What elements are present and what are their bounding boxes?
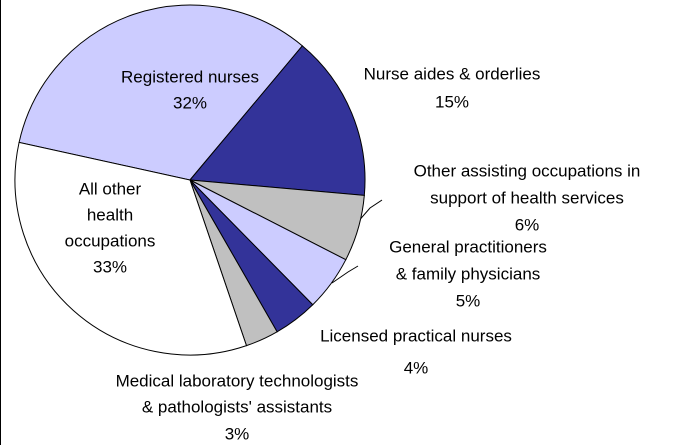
pie-slice [14,141,248,356]
slice-label: All other [79,179,142,198]
value-label: 4% [404,358,429,377]
pie-slice [189,45,366,196]
slice-label: Other assisting occupations in [414,161,641,180]
slice-label: occupations [65,231,156,250]
slice-label: health [87,205,133,224]
leader-line [331,265,359,284]
slice-label: & pathologists' assistants [142,397,332,416]
slice-label: Nurse aides & orderlies [364,64,541,83]
value-label: 5% [456,291,481,310]
slice-label: support of health services [430,188,624,207]
value-label: 32% [173,93,207,112]
slice-label: & family physicians [396,264,541,283]
pie-slice [18,4,304,181]
slice-label: Medical laboratory technologists [116,371,359,390]
value-label: 33% [93,257,127,276]
slice-label: Registered nurses [121,67,259,86]
value-label: 15% [435,92,469,111]
value-label: 6% [515,215,540,234]
slice-label: Licensed practical nurses [320,326,512,345]
slice-label: General practitioners [389,237,547,256]
value-label: 3% [225,424,250,443]
